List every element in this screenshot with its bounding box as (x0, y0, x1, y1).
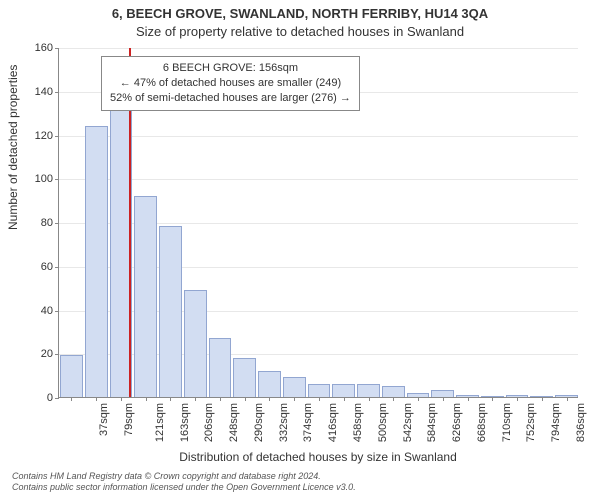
x-tick-mark (369, 397, 370, 401)
x-tick-label: 121sqm (154, 403, 166, 442)
histogram-bar (308, 384, 331, 397)
x-tick-mark (344, 397, 345, 401)
histogram-bar (233, 358, 256, 397)
x-tick-mark (567, 397, 568, 401)
y-tick-mark (55, 398, 59, 399)
x-tick-mark (542, 397, 543, 401)
x-tick-label: 584sqm (426, 403, 438, 442)
y-tick-mark (55, 136, 59, 137)
x-tick-label: 206sqm (204, 403, 216, 442)
y-tick-mark (55, 92, 59, 93)
x-tick-label: 668sqm (476, 403, 488, 442)
x-tick-mark (468, 397, 469, 401)
plot-area: 02040608010012014016037sqm79sqm121sqm163… (58, 48, 578, 398)
x-tick-mark (71, 397, 72, 401)
x-tick-label: 332sqm (278, 403, 290, 442)
x-tick-label: 248sqm (228, 403, 240, 442)
gridline (59, 136, 578, 137)
x-tick-mark (269, 397, 270, 401)
histogram-bar (60, 355, 83, 397)
histogram-bar (184, 290, 207, 397)
x-tick-label: 542sqm (402, 403, 414, 442)
histogram-bar (357, 384, 380, 397)
x-tick-label: 500sqm (377, 403, 389, 442)
footer-line-1: Contains HM Land Registry data © Crown c… (12, 471, 356, 483)
histogram-bar (332, 384, 355, 397)
y-tick-mark (55, 311, 59, 312)
x-tick-mark (393, 397, 394, 401)
histogram-bar (283, 377, 306, 397)
x-tick-label: 752sqm (525, 403, 537, 442)
x-tick-label: 37sqm (98, 403, 110, 436)
x-tick-label: 290sqm (253, 403, 265, 442)
x-tick-label: 458sqm (352, 403, 364, 442)
footer-attribution: Contains HM Land Registry data © Crown c… (12, 471, 356, 494)
annotation-line-1: 6 BEECH GROVE: 156sqm (110, 61, 351, 76)
annotation-line-2: ← 47% of detached houses are smaller (24… (110, 76, 351, 91)
histogram-bar (134, 196, 157, 397)
y-axis-label: Number of detached properties (6, 65, 20, 230)
x-tick-mark (443, 397, 444, 401)
histogram-bar (85, 126, 108, 397)
x-tick-mark (146, 397, 147, 401)
y-tick-label: 40 (41, 305, 53, 317)
title-sub: Size of property relative to detached ho… (0, 24, 600, 39)
gridline (59, 48, 578, 49)
x-tick-label: 626sqm (451, 403, 463, 442)
x-tick-mark (170, 397, 171, 401)
y-tick-label: 20 (41, 348, 53, 360)
y-tick-mark (55, 223, 59, 224)
x-tick-mark (319, 397, 320, 401)
y-tick-mark (55, 267, 59, 268)
x-tick-label: 374sqm (303, 403, 315, 442)
y-tick-label: 160 (35, 42, 53, 54)
histogram-bar (159, 226, 182, 397)
x-tick-mark (121, 397, 122, 401)
x-tick-label: 79sqm (123, 403, 135, 436)
x-tick-mark (517, 397, 518, 401)
annotation-box: 6 BEECH GROVE: 156sqm ← 47% of detached … (101, 56, 360, 111)
histogram-bar (258, 371, 281, 397)
footer-line-2: Contains public sector information licen… (12, 482, 356, 494)
y-tick-label: 0 (47, 392, 53, 404)
x-tick-mark (492, 397, 493, 401)
x-tick-label: 163sqm (179, 403, 191, 442)
x-tick-mark (195, 397, 196, 401)
y-tick-label: 100 (35, 173, 53, 185)
y-tick-mark (55, 48, 59, 49)
y-tick-mark (55, 354, 59, 355)
y-tick-label: 60 (41, 261, 53, 273)
x-tick-mark (96, 397, 97, 401)
y-tick-label: 140 (35, 86, 53, 98)
histogram-bar (382, 386, 405, 397)
y-tick-label: 80 (41, 217, 53, 229)
x-tick-label: 794sqm (550, 403, 562, 442)
title-main: 6, BEECH GROVE, SWANLAND, NORTH FERRIBY,… (0, 6, 600, 21)
gridline (59, 179, 578, 180)
histogram-bar (209, 338, 232, 397)
x-tick-label: 416sqm (327, 403, 339, 442)
x-tick-mark (418, 397, 419, 401)
y-tick-label: 120 (35, 130, 53, 142)
x-tick-mark (220, 397, 221, 401)
x-axis-label: Distribution of detached houses by size … (58, 450, 578, 464)
x-tick-label: 836sqm (575, 403, 587, 442)
annotation-line-3: 52% of semi-detached houses are larger (… (110, 91, 351, 106)
y-tick-mark (55, 179, 59, 180)
x-tick-mark (294, 397, 295, 401)
x-tick-label: 710sqm (501, 403, 513, 442)
x-tick-mark (245, 397, 246, 401)
